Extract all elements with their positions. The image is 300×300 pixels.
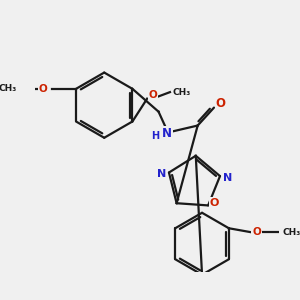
Text: H: H [151,131,159,141]
Text: CH₃: CH₃ [0,84,16,93]
Text: N: N [157,169,166,179]
Text: N: N [223,173,232,183]
Text: CH₃: CH₃ [172,88,191,97]
Text: CH₃: CH₃ [283,228,300,237]
Text: N: N [162,127,172,140]
Text: O: O [215,97,226,110]
Text: O: O [210,198,219,208]
Text: O: O [148,90,157,100]
Text: O: O [39,84,47,94]
Text: O: O [252,227,261,237]
